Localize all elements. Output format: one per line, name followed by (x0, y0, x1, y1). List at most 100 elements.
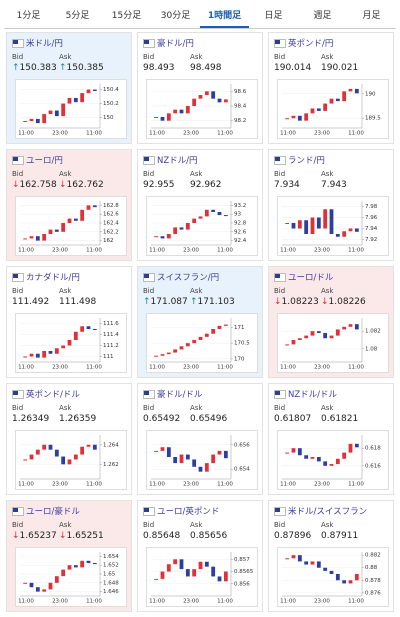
rate-card[interactable]: ユーロ/英ポンド Bid Ask 0.85648 0.85656 0.856 0.8565 0… (137, 500, 263, 612)
x-tick-label: 23:00 (183, 599, 199, 605)
y-tick-label: 1.652 (103, 563, 119, 569)
candle (304, 335, 309, 339)
candle (54, 110, 59, 117)
mini-chart: 189.5 190 11:00 23:00 11:00 (277, 79, 389, 139)
bid-value: 0.87896 (274, 531, 312, 541)
bid-label: Bid (274, 404, 286, 412)
x-tick-label: 11:00 (86, 482, 102, 488)
x-tick-label: 11:00 (18, 482, 34, 488)
candle (42, 234, 47, 241)
x-tick-label: 11:00 (280, 131, 296, 137)
candle (73, 218, 78, 221)
candle (166, 113, 171, 121)
y-tick-label: 0.654 (234, 467, 250, 473)
ask-label: Ask (59, 287, 72, 295)
candle (35, 236, 40, 241)
mini-chart: 98.2 98.4 98.6 11:00 23:00 11:00 (146, 79, 258, 139)
pair-name: カナダドル/円 (26, 273, 80, 283)
candle (173, 349, 178, 353)
mini-chart: 7.92 7.94 7.96 7.98 11:00 23:00 11:00 (277, 196, 389, 256)
x-tick-label: 23:00 (314, 248, 330, 254)
candle (179, 346, 184, 350)
x-tick-label: 11:00 (217, 131, 233, 137)
candle (80, 209, 85, 221)
bid-label: Bid (143, 521, 155, 529)
candle (348, 580, 353, 584)
x-tick-label: 11:00 (280, 248, 296, 254)
ask-label: Ask (59, 521, 72, 529)
rate-card[interactable]: 英ポンド/円 Bid Ask 190.014 190.021 189.5 190 11:00 2… (268, 32, 394, 144)
candle (348, 88, 353, 92)
rate-card[interactable]: 英ポンド/ドル Bid Ask 1.26349 1.26359 1.262 1.264 11:… (6, 383, 132, 495)
x-tick-label: 23:00 (52, 482, 68, 488)
timeframe-tab[interactable]: 5分足 (65, 11, 90, 21)
bid-value: 0.85648 (143, 531, 181, 541)
mini-chart: 162 162.2 162.4 162.6 162.8 11:00 23:00 11:00 (15, 196, 127, 256)
candle (285, 344, 290, 346)
ask-label: Ask (321, 53, 334, 61)
candle (323, 332, 328, 339)
candle (35, 353, 40, 358)
y-tick-label: 150 (103, 115, 114, 121)
timeframe-tab[interactable]: 15分足 (111, 11, 142, 21)
rate-card[interactable]: スイスフラン/円BidAsk171.087171.103170170.51711… (137, 266, 263, 378)
candle (291, 223, 296, 229)
rate-card[interactable]: ユーロ/円BidAsk162.758162.762162162.2162.416… (6, 149, 132, 261)
candle (223, 99, 228, 103)
candle (329, 209, 334, 234)
bid-label: Bid (274, 53, 286, 61)
candle (160, 571, 165, 579)
rate-card[interactable]: 豪ドル/ドル Bid Ask 0.65492 0.65496 0.654 0.656 11:0… (137, 383, 263, 495)
timeframe-tab[interactable]: 週足 (313, 11, 332, 21)
rate-card[interactable]: 豪ドル/円 Bid Ask 98.493 98.498 98.2 98.4 98.6 11:00… (137, 32, 263, 144)
x-tick-label: 23:00 (314, 599, 330, 605)
pair-name: NZドル/円 (157, 156, 198, 166)
candle (179, 227, 184, 230)
candle (285, 452, 290, 454)
timeframe-tab[interactable]: 30分足 (160, 11, 191, 21)
candle (173, 457, 178, 464)
x-tick-label: 11:00 (18, 365, 34, 371)
candle (154, 117, 159, 118)
y-tick-label: 150.2 (103, 101, 119, 107)
candle (48, 444, 53, 450)
timeframe-tab[interactable]: 月足 (362, 11, 381, 21)
timeframe-tab[interactable]: 日足 (264, 11, 283, 21)
candle (198, 216, 203, 219)
candle (166, 564, 171, 572)
candle (61, 569, 66, 577)
y-tick-label: 0.882 (365, 553, 381, 559)
rate-card[interactable]: NZドル/円 Bid Ask 92.955 92.962 92.4 92.6 92.8 93 93… (137, 149, 263, 261)
pair-name: ユーロ/ドル (288, 273, 334, 283)
candle (92, 329, 97, 330)
candle (73, 97, 78, 103)
flag-icon (12, 39, 24, 48)
bid-label: Bid (274, 287, 286, 295)
y-tick-label: 0.857 (234, 557, 250, 563)
candle (310, 561, 315, 565)
rate-card[interactable]: ランド/円 Bid Ask 7.934 7.943 7.92 7.94 7.96 7.98 11:… (268, 149, 394, 261)
rate-card[interactable]: NZドル/ドル Bid Ask 0.61807 0.61821 0.616 0.618 11:… (268, 383, 394, 495)
mini-chart: 170 170.5 171 11:00 23:00 11:00 (146, 313, 258, 373)
candle (42, 444, 47, 450)
rate-card[interactable]: 米ドル/スイスフラン Bid Ask 0.87896 0.87911 0.876 0.878… (268, 500, 394, 612)
candle (342, 580, 347, 584)
ask-label: Ask (321, 170, 334, 178)
rate-card[interactable]: ユーロ/豪ドルBidAsk1.652371.652511.6461.6481.6… (6, 500, 132, 612)
pair-name: NZドル/ドル (288, 390, 338, 400)
candle (217, 98, 222, 103)
x-tick-label: 11:00 (18, 248, 34, 254)
candle (160, 354, 165, 356)
candle (348, 324, 353, 327)
timeframe-tab[interactable]: 1時間足 (200, 4, 249, 28)
x-tick-label: 11:00 (86, 365, 102, 371)
pair-name: 英ポンド/円 (288, 39, 334, 49)
rate-card[interactable]: カナダドル/円 Bid Ask 111.492 111.498 111 111.2 111.4… (6, 266, 132, 378)
bid-label: Bid (274, 170, 286, 178)
candle (54, 348, 59, 354)
timeframe-tab[interactable]: 1分足 (16, 11, 41, 21)
y-tick-label: 93.2 (234, 203, 246, 209)
flag-icon (274, 507, 286, 516)
